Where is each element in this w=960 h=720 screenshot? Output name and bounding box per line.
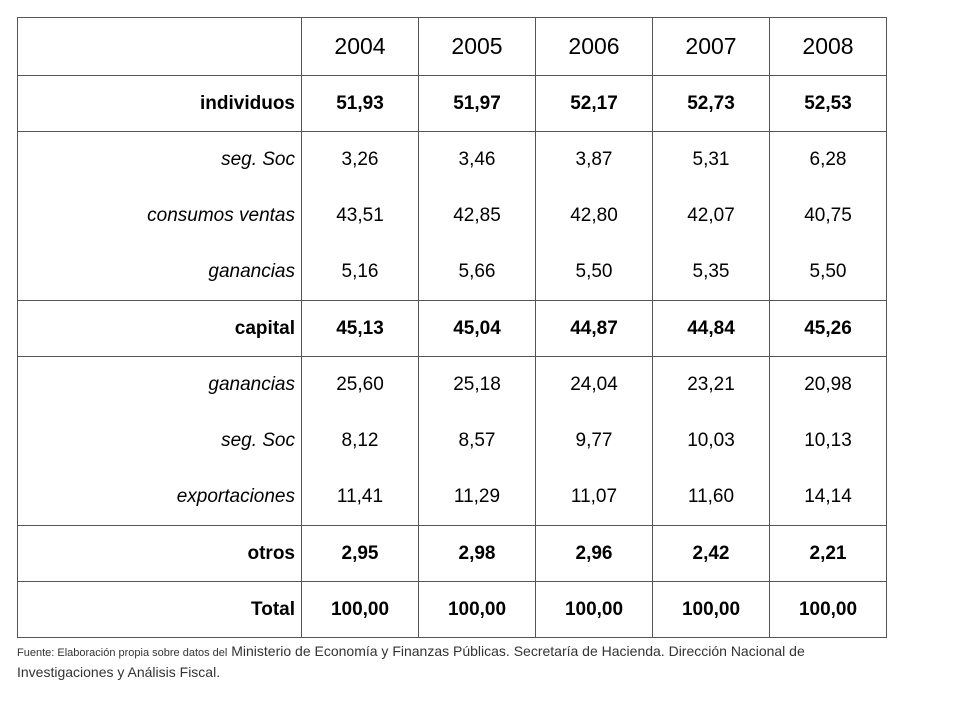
table-row: seg. Soc 8,12 8,57 9,77 10,03 10,13: [17, 413, 887, 469]
table-row: exportaciones 11,41 11,29 11,07 11,60 14,14: [17, 469, 887, 526]
value-cell: 2,42: [652, 525, 770, 582]
table-row: consumos ventas 43,51 42,85 42,80 42,07 40,75: [17, 188, 887, 244]
value-cell: 5,66: [418, 244, 536, 301]
value-cell: 3,26: [301, 131, 419, 188]
value-cell: 5,31: [652, 131, 770, 188]
row-label: capital: [17, 300, 302, 357]
year-header: 2006: [535, 17, 653, 76]
value-cell: 25,60: [301, 356, 419, 413]
year-header: 2008: [769, 17, 887, 76]
value-cell: 3,46: [418, 131, 536, 188]
value-cell: 40,75: [769, 188, 887, 244]
table-row: seg. Soc 3,26 3,46 3,87 5,31 6,28: [17, 131, 887, 188]
value-cell: 23,21: [652, 356, 770, 413]
value-cell: 10,13: [769, 413, 887, 469]
table-body: 2004 2005 2006 2007 2008 individuos 51,93…: [17, 17, 887, 638]
value-cell: 51,97: [418, 75, 536, 132]
value-cell: 52,53: [769, 75, 887, 132]
year-header: 2007: [652, 17, 770, 76]
value-cell: 100,00: [418, 581, 536, 638]
value-cell: 52,17: [535, 75, 653, 132]
value-cell: 14,14: [769, 469, 887, 526]
value-cell: 100,00: [769, 581, 887, 638]
table-row: ganancias 25,60 25,18 24,04 23,21 20,98: [17, 356, 887, 413]
value-cell: 6,28: [769, 131, 887, 188]
source-prefix: Fuente: Elaboración propia sobre datos d…: [17, 647, 228, 659]
value-cell: 25,18: [418, 356, 536, 413]
year-header: 2004: [301, 17, 419, 76]
value-cell: 2,21: [769, 525, 887, 582]
value-cell: 44,84: [652, 300, 770, 357]
value-cell: 2,98: [418, 525, 536, 582]
value-cell: 8,57: [418, 413, 536, 469]
value-cell: 100,00: [652, 581, 770, 638]
value-cell: 45,13: [301, 300, 419, 357]
value-cell: 2,95: [301, 525, 419, 582]
value-cell: 51,93: [301, 75, 419, 132]
value-cell: 24,04: [535, 356, 653, 413]
value-cell: 100,00: [301, 581, 419, 638]
value-cell: 45,04: [418, 300, 536, 357]
value-cell: 42,85: [418, 188, 536, 244]
value-cell: 5,16: [301, 244, 419, 301]
row-label: seg. Soc: [17, 413, 302, 469]
value-cell: 5,50: [535, 244, 653, 301]
value-cell: 100,00: [535, 581, 653, 638]
value-cell: 11,07: [535, 469, 653, 526]
value-cell: 42,07: [652, 188, 770, 244]
value-cell: 45,26: [769, 300, 887, 357]
tax-revenue-table: 2004 2005 2006 2007 2008 individuos 51,93…: [17, 17, 887, 638]
value-cell: 20,98: [769, 356, 887, 413]
value-cell: 10,03: [652, 413, 770, 469]
value-cell: 5,35: [652, 244, 770, 301]
value-cell: 11,41: [301, 469, 419, 526]
row-label: individuos: [17, 75, 302, 132]
table-row: capital 45,13 45,04 44,87 44,84 45,26: [17, 300, 887, 357]
value-cell: 44,87: [535, 300, 653, 357]
row-label: exportaciones: [17, 469, 302, 526]
row-label: seg. Soc: [17, 131, 302, 188]
table-row: otros 2,95 2,98 2,96 2,42 2,21: [17, 525, 887, 582]
source-note: Fuente: Elaboración propia sobre datos d…: [17, 642, 897, 682]
value-cell: 2,96: [535, 525, 653, 582]
table-row: individuos 51,93 51,97 52,17 52,73 52,53: [17, 75, 887, 132]
value-cell: 5,50: [769, 244, 887, 301]
header-corner-cell: [17, 17, 302, 76]
value-cell: 11,29: [418, 469, 536, 526]
value-cell: 43,51: [301, 188, 419, 244]
source-text: Ministerio de Economía y Finanzas Públic…: [17, 643, 805, 680]
row-label: otros: [17, 525, 302, 582]
table-row: ganancias 5,16 5,66 5,50 5,35 5,50: [17, 244, 887, 301]
value-cell: 8,12: [301, 413, 419, 469]
row-label: ganancias: [17, 244, 302, 301]
table-row: Total 100,00 100,00 100,00 100,00 100,00: [17, 581, 887, 638]
value-cell: 11,60: [652, 469, 770, 526]
value-cell: 52,73: [652, 75, 770, 132]
header-row: 2004 2005 2006 2007 2008: [17, 17, 887, 76]
value-cell: 42,80: [535, 188, 653, 244]
row-label: Total: [17, 581, 302, 638]
value-cell: 9,77: [535, 413, 653, 469]
value-cell: 3,87: [535, 131, 653, 188]
row-label: ganancias: [17, 356, 302, 413]
row-label: consumos ventas: [17, 188, 302, 244]
year-header: 2005: [418, 17, 536, 76]
